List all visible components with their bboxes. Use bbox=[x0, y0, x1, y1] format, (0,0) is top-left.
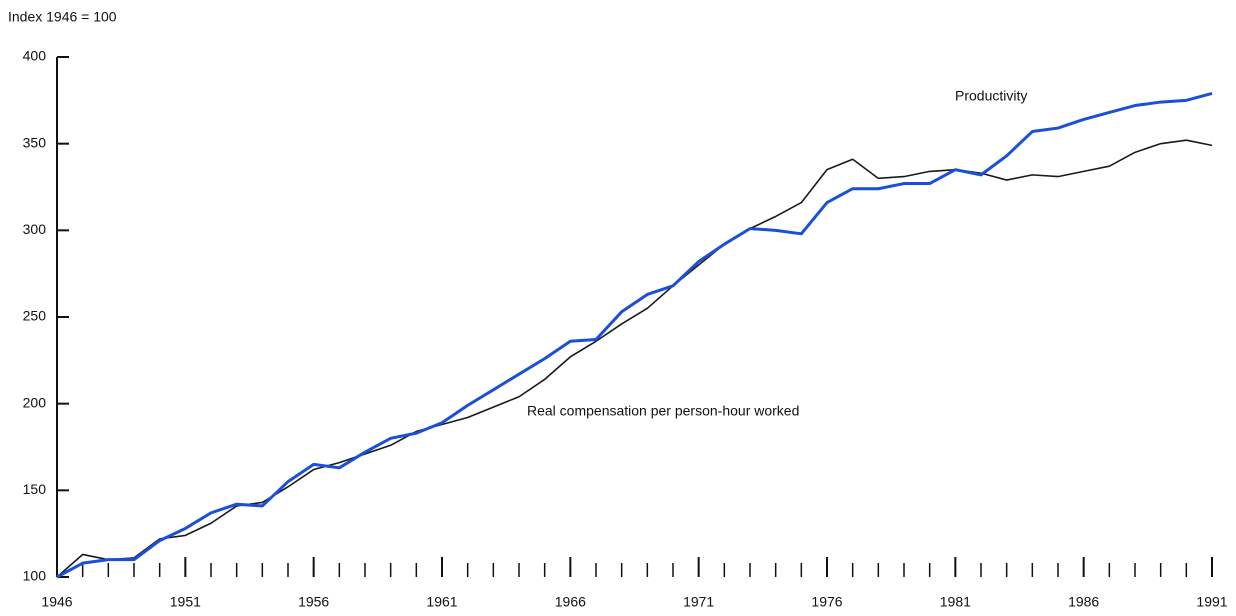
series-label: Productivity bbox=[955, 88, 1027, 104]
y-tick-label: 250 bbox=[23, 308, 47, 324]
series-line bbox=[56, 91, 1213, 579]
x-tick-label: 1976 bbox=[811, 594, 842, 610]
x-tick-label: 1986 bbox=[1068, 594, 1099, 610]
y-tick-label: 350 bbox=[23, 134, 47, 150]
x-tick-label: 1971 bbox=[683, 594, 714, 610]
series-label: Real compensation per person-hour worked bbox=[527, 403, 799, 419]
x-tick-label: 1951 bbox=[170, 594, 201, 610]
x-tick-label: 1946 bbox=[41, 594, 72, 610]
x-tick-label: 1981 bbox=[940, 594, 971, 610]
series-line bbox=[56, 139, 1213, 578]
x-tick-label: 1991 bbox=[1196, 594, 1227, 610]
y-tick-label: 100 bbox=[23, 568, 47, 584]
x-tick-label: 1956 bbox=[298, 594, 329, 610]
y-tick-label: 300 bbox=[23, 221, 47, 237]
x-tick-label: 1961 bbox=[426, 594, 457, 610]
x-tick-label: 1966 bbox=[555, 594, 586, 610]
y-tick-label: 400 bbox=[23, 48, 47, 64]
y-tick-label: 150 bbox=[23, 481, 47, 497]
y-axis-label: Index 1946 = 100 bbox=[8, 9, 117, 25]
y-tick-label: 200 bbox=[23, 394, 47, 410]
